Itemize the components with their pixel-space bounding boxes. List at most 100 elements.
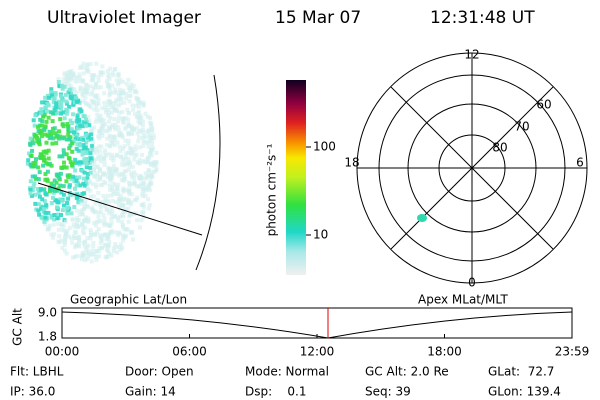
image-pixel	[41, 163, 46, 168]
image-pixel	[98, 85, 103, 90]
image-pixel	[122, 157, 127, 162]
image-pixel	[87, 123, 92, 128]
image-pixel	[60, 208, 65, 213]
image-pixel	[75, 142, 80, 147]
colorbar-label: photon cm⁻²s⁻¹	[265, 143, 279, 236]
image-pixel	[122, 163, 127, 168]
image-pixel	[57, 83, 62, 88]
image-pixel	[66, 196, 71, 201]
image-pixel	[88, 228, 93, 233]
image-pixel	[55, 216, 60, 221]
image-pixel	[121, 238, 126, 243]
image-pixel	[140, 123, 145, 128]
image-pixel	[63, 219, 68, 224]
image-pixel	[108, 115, 113, 120]
image-pixel	[82, 170, 87, 175]
image-pixel	[40, 119, 45, 124]
image-pixel	[113, 214, 118, 219]
image-pixel	[33, 192, 38, 197]
title: Ultraviolet Imager	[47, 8, 201, 28]
image-pixel	[83, 239, 88, 244]
image-pixel	[69, 68, 74, 73]
image-pixel	[28, 187, 33, 192]
image-pixel	[86, 85, 90, 90]
image-pixel	[93, 232, 97, 236]
status-field: IP: 36.0	[10, 385, 55, 399]
image-pixel	[76, 200, 81, 205]
image-pixel	[151, 133, 156, 138]
image-pixel	[95, 177, 100, 182]
image-pixel	[110, 71, 115, 76]
image-pixel	[69, 211, 74, 216]
image-pixel	[120, 162, 125, 167]
image-pixel	[81, 137, 86, 142]
image-pixel	[140, 183, 145, 188]
image-pixel	[108, 144, 112, 149]
image-pixel	[80, 230, 85, 235]
image-pixel	[72, 179, 77, 184]
image-pixel	[148, 151, 152, 156]
image-pixel	[28, 141, 33, 146]
image-pixel	[109, 220, 114, 225]
image-pixel	[83, 215, 88, 220]
image-pixel	[75, 176, 80, 181]
image-pixel	[79, 201, 84, 206]
image-pixel	[30, 188, 35, 193]
image-pixel	[54, 101, 59, 106]
image-pixel	[75, 134, 80, 138]
image-pixel	[145, 114, 150, 119]
image-pixel	[148, 115, 153, 120]
image-pixel	[129, 172, 134, 177]
image-pixel	[81, 99, 86, 104]
image-pixel	[49, 87, 54, 92]
image-pixel	[148, 135, 153, 140]
image-pixel	[42, 219, 47, 224]
image-pixel	[80, 169, 85, 174]
image-pixel	[96, 74, 101, 79]
time: 12:31:48 UT	[430, 8, 535, 28]
image-pixel	[85, 148, 90, 153]
image-pixel	[147, 155, 151, 160]
date: 15 Mar 07	[275, 8, 361, 28]
image-pixel	[102, 150, 107, 155]
timeline-x-tick: 18:00	[427, 345, 462, 359]
image-pixel	[133, 172, 138, 177]
image-pixel	[94, 257, 99, 262]
image-pixel	[127, 181, 132, 186]
image-pixel	[111, 122, 115, 127]
image-pixel	[52, 111, 57, 116]
image-pixel	[133, 104, 138, 109]
image-pixel	[73, 175, 78, 180]
image-pixel	[111, 134, 116, 139]
image-pixel	[57, 99, 62, 104]
image-pixel	[66, 90, 71, 95]
image-pixel	[147, 127, 152, 132]
image-pixel	[136, 101, 140, 106]
image-pixel	[127, 192, 132, 196]
image-pixel	[139, 218, 144, 223]
image-pixel	[98, 113, 103, 118]
image-pixel	[94, 255, 99, 259]
image-pixel	[124, 151, 129, 156]
image-pixel	[103, 148, 108, 153]
image-pixel	[92, 168, 96, 173]
image-pixel	[62, 228, 67, 233]
image-pixel	[127, 159, 132, 164]
image-pixel	[54, 141, 59, 146]
image-pixel	[38, 186, 43, 191]
image-pixel	[59, 111, 63, 116]
status-field: GC Alt: 2.0 Re	[365, 365, 449, 379]
image-pixel	[104, 108, 109, 112]
image-pixel	[145, 186, 150, 191]
image-pixel	[76, 235, 81, 240]
image-pixel	[90, 249, 95, 253]
image-pixel	[115, 250, 120, 255]
image-pixel	[34, 207, 39, 212]
image-pixel	[120, 223, 125, 227]
image-pixel	[46, 162, 51, 167]
image-pixel	[118, 193, 123, 198]
timeline-y-tick: 1.8	[38, 330, 57, 344]
image-pixel	[141, 130, 146, 135]
image-pixel	[79, 160, 84, 165]
image-pixel	[120, 110, 125, 114]
